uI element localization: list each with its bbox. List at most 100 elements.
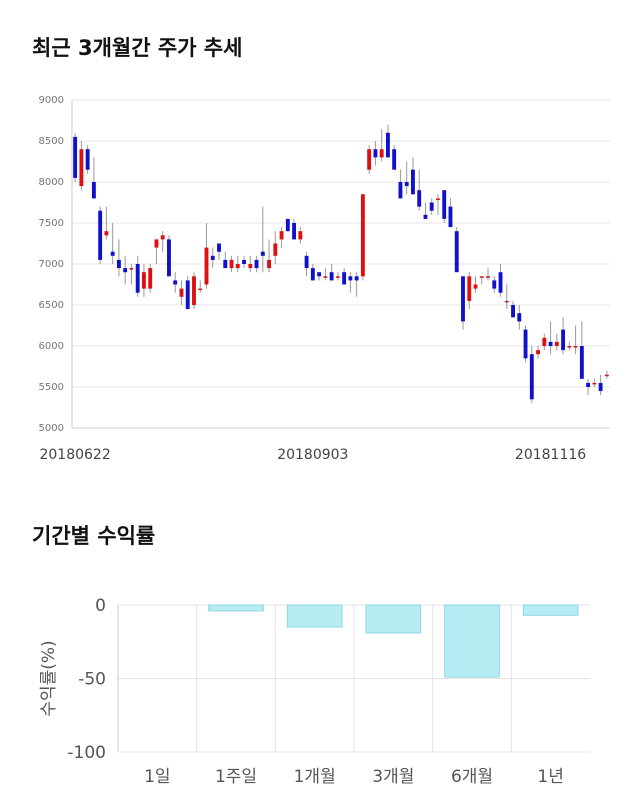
candle-body bbox=[429, 202, 434, 211]
return-bar bbox=[365, 604, 422, 634]
candle-body bbox=[411, 169, 415, 195]
candle-body bbox=[254, 259, 259, 269]
candle-body bbox=[467, 276, 472, 301]
candle-body bbox=[210, 255, 215, 260]
y-tick-label: 9000 bbox=[39, 95, 64, 106]
candle-body bbox=[298, 231, 303, 240]
candle-chart-title: 최근 3개월간 주가 추세 bbox=[32, 36, 243, 60]
candle-body bbox=[198, 288, 203, 291]
returns-chart-title: 기간별 수익률 bbox=[32, 524, 156, 548]
candle-body bbox=[417, 190, 422, 207]
candle-body bbox=[379, 149, 384, 158]
candle-body bbox=[179, 288, 184, 297]
candle-body bbox=[116, 259, 121, 269]
candle-body bbox=[323, 276, 328, 278]
candle-body bbox=[454, 231, 459, 273]
candle-body bbox=[579, 346, 584, 379]
returns-bar-chart: 0 -50 -100 1일 1주일 1개월 3개월 6개월 1년 수익률(%) bbox=[39, 596, 590, 787]
candle-body bbox=[335, 276, 340, 278]
candle-body bbox=[423, 214, 428, 219]
x-category-label: 3개월 bbox=[372, 767, 414, 787]
candle-body bbox=[235, 264, 240, 269]
candle-body bbox=[260, 251, 265, 256]
candle-body bbox=[504, 300, 509, 303]
candle-body bbox=[223, 259, 228, 269]
return-bar bbox=[522, 604, 579, 616]
candle-body bbox=[279, 231, 284, 240]
candle-body bbox=[523, 329, 528, 359]
y-tick-label: 0 bbox=[95, 596, 106, 616]
candle-body bbox=[310, 268, 315, 281]
candle-body bbox=[292, 223, 297, 240]
candle-body bbox=[554, 341, 559, 346]
candle-body bbox=[329, 272, 334, 281]
candle-body bbox=[304, 255, 309, 269]
candle-body bbox=[229, 259, 234, 269]
candle-body bbox=[192, 276, 196, 305]
candle-body bbox=[592, 382, 597, 385]
x-category-label: 6개월 bbox=[451, 767, 493, 787]
candlestick-chart: 9000 8500 8000 7500 7000 6500 6000 5500 5000 2018… bbox=[39, 95, 610, 463]
candle-body bbox=[123, 268, 128, 273]
y-tick-label: 7000 bbox=[39, 259, 64, 270]
candle-body bbox=[167, 239, 171, 277]
candle-body bbox=[360, 194, 365, 277]
candle-body bbox=[185, 280, 190, 310]
x-tick-label: 20180903 bbox=[277, 447, 348, 463]
candle-body bbox=[135, 264, 140, 293]
return-bar bbox=[208, 604, 264, 612]
candle-body bbox=[385, 132, 390, 158]
candle-body bbox=[573, 346, 578, 348]
candle-body bbox=[367, 149, 372, 170]
candle-body bbox=[79, 149, 84, 187]
candle-body bbox=[104, 231, 109, 236]
y-tick-label: 6000 bbox=[39, 341, 64, 352]
candle-body bbox=[486, 276, 490, 278]
candle-body bbox=[342, 272, 347, 285]
candle-body bbox=[348, 276, 353, 281]
y-tick-label: -50 bbox=[78, 670, 106, 690]
candle-body bbox=[542, 337, 547, 346]
y-tick-label: 5500 bbox=[39, 382, 64, 393]
candle-body bbox=[436, 198, 440, 200]
candle-body bbox=[511, 305, 515, 318]
x-tick-label: 20181116 bbox=[515, 447, 586, 463]
candle-body bbox=[498, 272, 503, 293]
candle-body bbox=[142, 272, 146, 289]
candle-body bbox=[473, 284, 478, 289]
candle-body bbox=[398, 182, 403, 199]
candle-body bbox=[204, 247, 209, 285]
candle-body bbox=[392, 149, 397, 170]
candle-body bbox=[160, 235, 165, 240]
candle-body bbox=[404, 182, 409, 187]
candle-body bbox=[154, 239, 159, 248]
candle-body bbox=[479, 276, 484, 278]
x-category-label: 1개월 bbox=[294, 767, 336, 787]
y-tick-label: 8000 bbox=[39, 177, 64, 188]
y-tick-label: 7500 bbox=[39, 218, 64, 229]
candle-body bbox=[129, 268, 134, 270]
candle-body bbox=[548, 341, 553, 346]
y-tick-label: 5000 bbox=[39, 423, 64, 434]
candle-body bbox=[461, 276, 465, 322]
candle-body bbox=[536, 350, 540, 355]
return-bar bbox=[444, 604, 500, 678]
candle-body bbox=[604, 374, 609, 377]
candle-body bbox=[242, 259, 246, 264]
candle-body bbox=[317, 272, 322, 277]
candle-body bbox=[373, 149, 378, 158]
candle-body bbox=[85, 149, 90, 170]
candle-body bbox=[354, 276, 359, 281]
candle-body bbox=[448, 206, 453, 228]
y-tick-label: 8500 bbox=[39, 136, 64, 147]
candle-body bbox=[561, 329, 566, 351]
candle-body bbox=[586, 382, 591, 387]
candle-body bbox=[110, 251, 115, 256]
candle-body bbox=[492, 280, 497, 289]
candle-body bbox=[91, 182, 96, 199]
candle-body bbox=[567, 346, 572, 348]
y-axis-label: 수익률(%) bbox=[39, 640, 59, 716]
candle-body bbox=[217, 243, 221, 252]
y-tick-label: 6500 bbox=[39, 300, 64, 311]
x-tick-label: 20180622 bbox=[39, 447, 110, 463]
